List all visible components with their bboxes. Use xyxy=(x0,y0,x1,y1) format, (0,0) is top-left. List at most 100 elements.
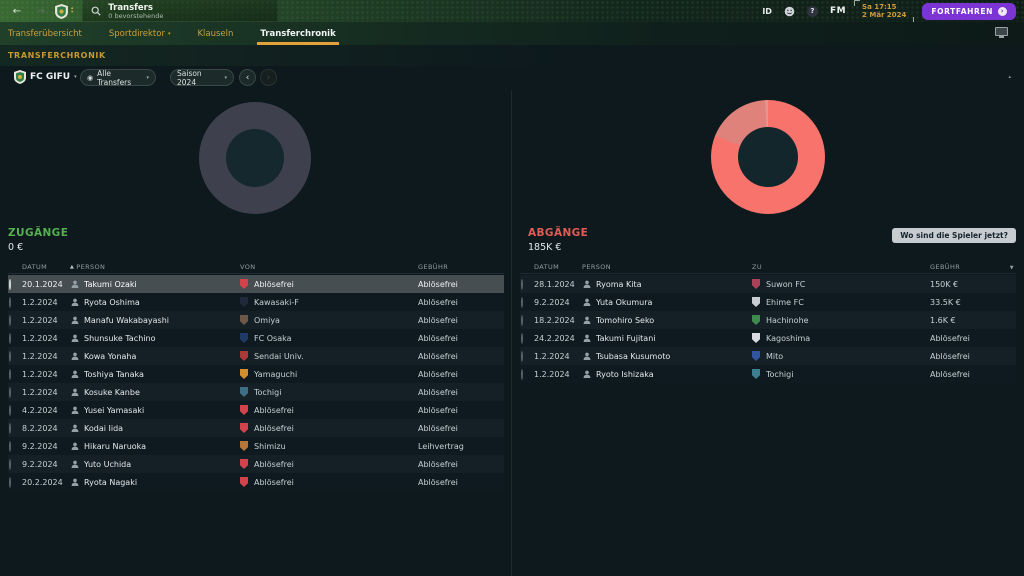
transfer-row[interactable]: 20.1.2024 Takumi Ozaki Ablösefrei Ablöse… xyxy=(8,275,504,293)
back-icon[interactable]: ← xyxy=(12,5,22,17)
fee-cell: Ablösefrei xyxy=(418,369,458,379)
status-cell xyxy=(8,422,22,434)
date-column-header[interactable]: DATUM xyxy=(22,263,48,271)
club-name: Shimizu xyxy=(254,441,286,451)
to-column-header[interactable]: ZU xyxy=(752,263,763,271)
transfer-row[interactable]: 1.2.2024 Shunsuke Tachino FC Osaka Ablös… xyxy=(8,329,504,347)
tab-transferchronik[interactable]: Transferchronik xyxy=(257,22,340,45)
tab-klauseln[interactable]: Klauseln xyxy=(197,28,234,39)
search-box[interactable]: Transfers 0 bevorstehende xyxy=(82,0,279,22)
transfer-row[interactable]: 20.2.2024 Ryota Nagaki Ablösefrei Ablöse… xyxy=(8,473,504,491)
transfer-row[interactable]: 1.2.2024 Tsubasa Kusumoto Mito Ablösefre… xyxy=(520,347,1016,365)
person-cell[interactable]: Ryoto Ishizaka xyxy=(582,370,752,379)
person-cell[interactable]: Toshiya Tanaka xyxy=(70,370,240,379)
stepper-up-icon[interactable]: ▴ xyxy=(71,5,74,11)
person-cell[interactable]: Yuta Okumura xyxy=(582,298,752,307)
club-cell[interactable]: Ehime FC xyxy=(752,297,930,307)
person-cell[interactable]: Takumi Fujitani xyxy=(582,334,752,343)
from-column-header[interactable]: VON xyxy=(240,263,256,271)
person-cell[interactable]: Yusei Yamasaki xyxy=(70,406,240,415)
person-cell[interactable]: Ryoma Kita xyxy=(582,280,752,289)
club-cell[interactable]: Ablösefrei xyxy=(240,279,418,289)
tab-transferuebersicht[interactable]: Transferübersicht xyxy=(8,28,82,39)
club-cell[interactable]: Ablösefrei xyxy=(240,477,418,487)
transfer-row[interactable]: 18.2.2024 Tomohiro Seko Hachinohe 1.6K € xyxy=(520,311,1016,329)
club-cell[interactable]: Mito xyxy=(752,351,930,361)
club-cell[interactable]: Tochigi xyxy=(752,369,930,379)
date-column-header[interactable]: DATUM xyxy=(534,263,560,271)
transfer-row[interactable]: 8.2.2024 Kodai Iida Ablösefrei Ablösefre… xyxy=(8,419,504,437)
club-cell[interactable]: Ablösefrei xyxy=(240,423,418,433)
club-stepper[interactable]: ▴ ▾ xyxy=(71,5,74,16)
person-cell[interactable]: Ryota Oshima xyxy=(70,298,240,307)
transfer-row[interactable]: 9.2.2024 Yuta Okumura Ehime FC 33.5K € xyxy=(520,293,1016,311)
club-cell[interactable]: Shimizu xyxy=(240,441,418,451)
club-cell[interactable]: Yamaguchi xyxy=(240,369,418,379)
person-column-header[interactable]: PERSON xyxy=(582,263,752,271)
fm-logo[interactable]: FM xyxy=(829,6,847,16)
season-filter[interactable]: Saison 2024 ▾ xyxy=(170,69,234,87)
previous-season-button[interactable]: ‹ xyxy=(239,69,256,86)
status-cell xyxy=(8,476,22,488)
club-crest-icon xyxy=(240,315,248,325)
fee-cell: Ablösefrei xyxy=(418,351,458,361)
club-selector[interactable]: FC GIFU ▾ xyxy=(14,70,77,84)
club-cell[interactable]: Kagoshima xyxy=(752,333,930,343)
person-cell[interactable]: Kodai Iida xyxy=(70,424,240,433)
person-cell[interactable]: Ryota Nagaki xyxy=(70,478,240,487)
person-cell[interactable]: Tsubasa Kusumoto xyxy=(582,352,752,361)
continue-button[interactable]: FORTFAHREN › xyxy=(922,2,1016,20)
transfer-row[interactable]: 28.1.2024 Ryoma Kita Suwon FC 150K € xyxy=(520,275,1016,293)
help-icon[interactable]: ? xyxy=(806,5,818,17)
player-name: Takumi Fujitani xyxy=(596,333,656,343)
person-cell[interactable]: Shunsuke Tachino xyxy=(70,334,240,343)
transfer-type-filter[interactable]: ◉ Alle Transfers ▾ xyxy=(80,69,156,87)
player-name: Takumi Ozaki xyxy=(84,279,137,289)
club-cell[interactable]: Omiya xyxy=(240,315,418,325)
club-crest-icon xyxy=(14,70,26,84)
person-cell[interactable]: Yuto Uchida xyxy=(70,460,240,469)
transfer-row[interactable]: 4.2.2024 Yusei Yamasaki Ablösefrei Ablös… xyxy=(8,401,504,419)
transfer-row[interactable]: 24.2.2024 Takumi Fujitani Kagoshima Ablö… xyxy=(520,329,1016,347)
transfer-row[interactable]: 1.2.2024 Manafu Wakabayashi Omiya Ablöse… xyxy=(8,311,504,329)
person-cell[interactable]: Takumi Ozaki xyxy=(70,280,240,289)
transfer-status-icon xyxy=(9,386,11,398)
transfer-row[interactable]: 9.2.2024 Hikaru Naruoka Shimizu Leihvert… xyxy=(8,437,504,455)
club-cell[interactable]: Suwon FC xyxy=(752,279,930,289)
display-settings-icon[interactable] xyxy=(995,27,1008,40)
person-cell[interactable]: Manafu Wakabayashi xyxy=(70,316,240,325)
person-column-header[interactable]: ▲ PERSON xyxy=(70,263,240,271)
transfer-row[interactable]: 1.2.2024 Ryota Oshima Kawasaki-F Ablösef… xyxy=(8,293,504,311)
forward-icon[interactable]: → xyxy=(36,5,46,17)
person-cell[interactable]: Kosuke Kanbe xyxy=(70,388,240,397)
transfer-row[interactable]: 1.2.2024 Ryoto Ishizaka Tochigi Ablösefr… xyxy=(520,365,1016,383)
club-cell[interactable]: Ablösefrei xyxy=(240,459,418,469)
club-cell[interactable]: Ablösefrei xyxy=(240,405,418,415)
club-cell[interactable]: Sendai Univ. xyxy=(240,351,418,361)
id-button[interactable]: ID xyxy=(762,6,772,16)
club-cell[interactable]: Tochigi xyxy=(240,387,418,397)
transfer-row[interactable]: 1.2.2024 Kowa Yonaha Sendai Univ. Ablöse… xyxy=(8,347,504,365)
club-cell[interactable]: FC Osaka xyxy=(240,333,418,343)
club-crest-icon[interactable] xyxy=(55,3,68,19)
person-cell[interactable]: Tomohiro Seko xyxy=(582,316,752,325)
club-cell[interactable]: Kawasaki-F xyxy=(240,297,418,307)
person-cell[interactable]: Kowa Yonaha xyxy=(70,352,240,361)
collapse-panel-icon[interactable]: ▴ xyxy=(1008,74,1011,80)
next-season-button[interactable]: › xyxy=(260,69,277,86)
club-cell[interactable]: Hachinohe xyxy=(752,315,930,325)
datetime-display[interactable]: Sa 17:15 2 Mär 2024 xyxy=(854,0,915,23)
transfer-row[interactable]: 1.2.2024 Toshiya Tanaka Yamaguchi Ablöse… xyxy=(8,365,504,383)
transfer-status-icon xyxy=(521,314,523,326)
fee-column-header[interactable]: GEBÜHR xyxy=(418,263,449,271)
tab-sportdirektor[interactable]: Sportdirektor ▾ xyxy=(109,22,171,45)
where-are-players-now-button[interactable]: Wo sind die Spieler jetzt? xyxy=(892,228,1016,243)
transfer-status-icon xyxy=(9,476,11,488)
manager-face-icon[interactable] xyxy=(784,6,795,17)
person-cell[interactable]: Hikaru Naruoka xyxy=(70,442,240,451)
header-menu-icon[interactable]: ▼ xyxy=(1009,265,1014,271)
transfer-row[interactable]: 9.2.2024 Yuto Uchida Ablösefrei Ablösefr… xyxy=(8,455,504,473)
stepper-down-icon[interactable]: ▾ xyxy=(71,10,74,15)
transfer-row[interactable]: 1.2.2024 Kosuke Kanbe Tochigi Ablösefrei xyxy=(8,383,504,401)
fee-column-header[interactable]: GEBÜHR xyxy=(930,263,961,271)
